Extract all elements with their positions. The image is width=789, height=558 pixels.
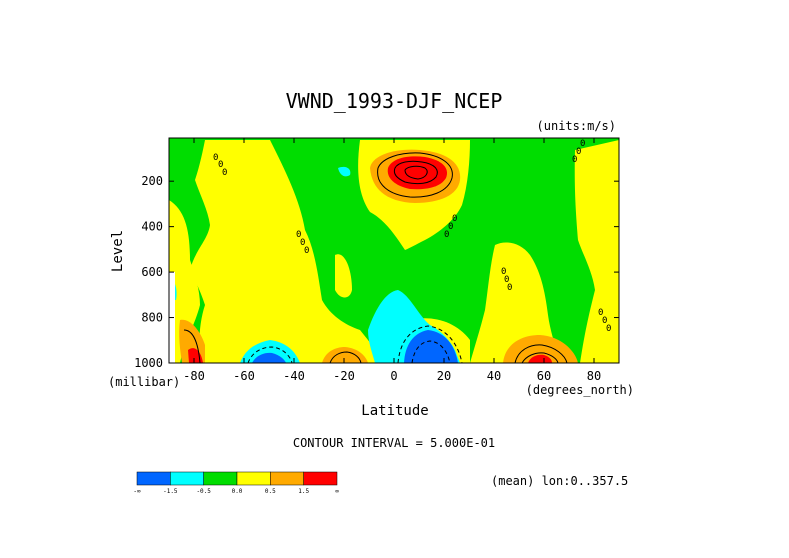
- colorbar: -∞ -1.5 -0.5 0.0 0.5 1.5 ∞: [133, 471, 339, 495]
- plot-area: 0 0 0 0 0 0 0 0 0 0 0 0 0 0 0 0 0 0: [168, 137, 620, 364]
- contour-label-0: 0: [213, 153, 218, 163]
- contour-line-polar-low: [183, 329, 201, 364]
- x-tick-label: 60: [537, 369, 551, 383]
- contour-line-north-low-2: [521, 352, 559, 364]
- x-tick-label: 40: [487, 369, 501, 383]
- y-tick-label: 1000: [134, 356, 163, 370]
- contour-label-0: 0: [602, 316, 607, 326]
- orange-region-northern-midlat-low: [503, 335, 578, 363]
- contour-label-0: 0: [501, 267, 506, 277]
- yellow-region-midtrop: [335, 254, 352, 298]
- x-axis-label: Latitude: [361, 403, 428, 419]
- blue-region-southern-midlat-low: [252, 352, 286, 363]
- contour-line-southern-subtrop-low: [329, 351, 362, 364]
- y-axis-ticks: 200 400 600 800 1000: [134, 174, 619, 370]
- contour-label-0: 0: [222, 168, 227, 178]
- contour-label-0: 0: [507, 283, 512, 293]
- contour-lines: [183, 152, 568, 364]
- x-tick-label: -80: [183, 369, 205, 383]
- contour-label-0: 0: [300, 238, 305, 248]
- contour-line-upper-jet-1: [377, 152, 453, 198]
- yellow-region-northern-high-lat: [574, 140, 619, 363]
- contour-label-0: 0: [572, 155, 577, 165]
- contour-line-north-low-1: [514, 344, 568, 364]
- x-tick-label: 80: [587, 369, 601, 383]
- contour-interval-note: CONTOUR INTERVAL = 5.000E-01: [293, 436, 495, 450]
- contour-line-neg-equatorial-1: [397, 325, 463, 364]
- red-region-northern-midlat-core: [528, 354, 552, 363]
- contour-line-upper-jet-3: [404, 165, 428, 180]
- colorbar-swatch: [303, 471, 338, 486]
- contour-label-0: 0: [444, 230, 449, 240]
- yellow-region-northern-midlat: [470, 242, 560, 363]
- orange-region-southern-subtrop-low: [322, 347, 368, 363]
- contour-label-0: 0: [580, 139, 585, 149]
- colorbar-swatch: [236, 471, 271, 486]
- colorbar-swatch: [170, 471, 204, 486]
- contour-label-0: 0: [452, 214, 457, 224]
- y-tick-label: 200: [141, 174, 163, 188]
- colorbar-tick-label: ∞: [335, 488, 339, 495]
- contour-label-0: 0: [576, 147, 581, 157]
- contour-label-0: 0: [504, 275, 509, 285]
- x-tick-label: -20: [333, 369, 355, 383]
- colorbar-tick-label: 0.5: [265, 488, 276, 495]
- yellow-region-southern-high-lat: [169, 200, 200, 363]
- cyan-region-upper-small: [338, 166, 351, 177]
- contour-label-0: 0: [218, 160, 223, 170]
- x-axis-ticks: -80 -60 -40 -20 0 20 40 60 80: [183, 138, 601, 383]
- fill-blue-regions: [252, 330, 458, 363]
- contour-label-0: 0: [296, 230, 301, 240]
- colorbar-swatch: [136, 471, 171, 486]
- colorbar-tick-label: 1.5: [298, 488, 309, 495]
- contour-label-0: 0: [304, 246, 309, 256]
- y-axis-label: Level: [110, 230, 126, 272]
- chart-title: VWND_1993-DJF_NCEP: [286, 89, 503, 113]
- contour-zero-labels: 0 0 0 0 0 0 0 0 0 0 0 0 0 0 0 0 0 0: [213, 139, 611, 334]
- x-axis-units: (degrees_north): [526, 383, 634, 397]
- contour-line-neg-equatorial-2: [411, 340, 451, 364]
- colorbar-tick-label: -0.5: [196, 488, 211, 495]
- y-axis-units: (millibar): [108, 375, 180, 389]
- y-tick-label: 600: [141, 265, 163, 279]
- mean-longitude-note: (mean) lon:0..357.5: [491, 474, 628, 488]
- colorbar-tick-label: -1.5: [163, 488, 178, 495]
- blue-region-equatorial-low: [404, 330, 458, 363]
- x-tick-label: -60: [233, 369, 255, 383]
- cyan-region-southern-midlat: [240, 340, 300, 363]
- contour-line-upper-jet-2: [393, 160, 438, 185]
- contour-label-0: 0: [598, 308, 603, 318]
- x-tick-label: 20: [437, 369, 451, 383]
- contour-label-0: 0: [606, 324, 611, 334]
- y-tick-label: 800: [141, 311, 163, 325]
- x-tick-label: 0: [390, 369, 397, 383]
- x-tick-label: -40: [283, 369, 305, 383]
- contour-label-0: 0: [448, 222, 453, 232]
- y-tick-label: 400: [141, 220, 163, 234]
- colorbar-swatch: [270, 471, 304, 486]
- contour-line-neg-southern-midlat: [247, 346, 293, 364]
- colorbar-tick-label: 0.0: [232, 488, 243, 495]
- yellow-region-southern-tropics: [190, 140, 380, 363]
- colorbar-tick-label: -∞: [133, 488, 141, 495]
- units-label: (units:m/s): [537, 119, 616, 133]
- colorbar-swatch: [203, 471, 238, 486]
